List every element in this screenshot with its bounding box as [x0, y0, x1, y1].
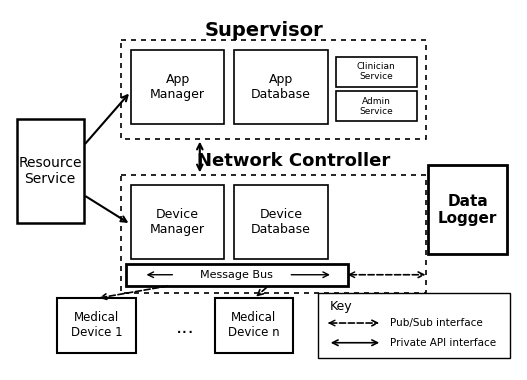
Text: Private API interface: Private API interface: [390, 338, 496, 348]
Bar: [428, 165, 507, 254]
Bar: [214, 298, 294, 353]
Text: Pub/Sub interface: Pub/Sub interface: [390, 318, 483, 328]
Text: Data
Logger: Data Logger: [438, 193, 497, 226]
Bar: [16, 119, 84, 223]
Bar: [131, 185, 225, 259]
Bar: [131, 50, 225, 124]
Bar: [235, 50, 328, 124]
Text: App
Manager: App Manager: [150, 73, 205, 101]
Text: Supervisor: Supervisor: [204, 21, 323, 40]
Text: Admin
Service: Admin Service: [359, 97, 393, 116]
Text: Clinician
Service: Clinician Service: [357, 62, 396, 81]
Bar: [57, 298, 136, 353]
Text: Device
Manager: Device Manager: [150, 208, 205, 236]
Bar: [121, 40, 426, 139]
Text: Medical
Device n: Medical Device n: [228, 312, 280, 339]
Bar: [336, 57, 416, 87]
Bar: [336, 92, 416, 121]
Text: Resource
Service: Resource Service: [18, 156, 82, 186]
Bar: [121, 175, 426, 293]
Bar: [126, 264, 348, 286]
Text: Device
Database: Device Database: [251, 208, 311, 236]
Text: ...: ...: [175, 318, 194, 337]
Text: App
Database: App Database: [251, 73, 311, 101]
Text: Network Controller: Network Controller: [197, 152, 390, 170]
Bar: [318, 293, 510, 358]
Bar: [235, 185, 328, 259]
Text: Message Bus: Message Bus: [200, 270, 273, 280]
Text: Key: Key: [330, 300, 353, 313]
Text: Medical
Device 1: Medical Device 1: [71, 312, 122, 339]
